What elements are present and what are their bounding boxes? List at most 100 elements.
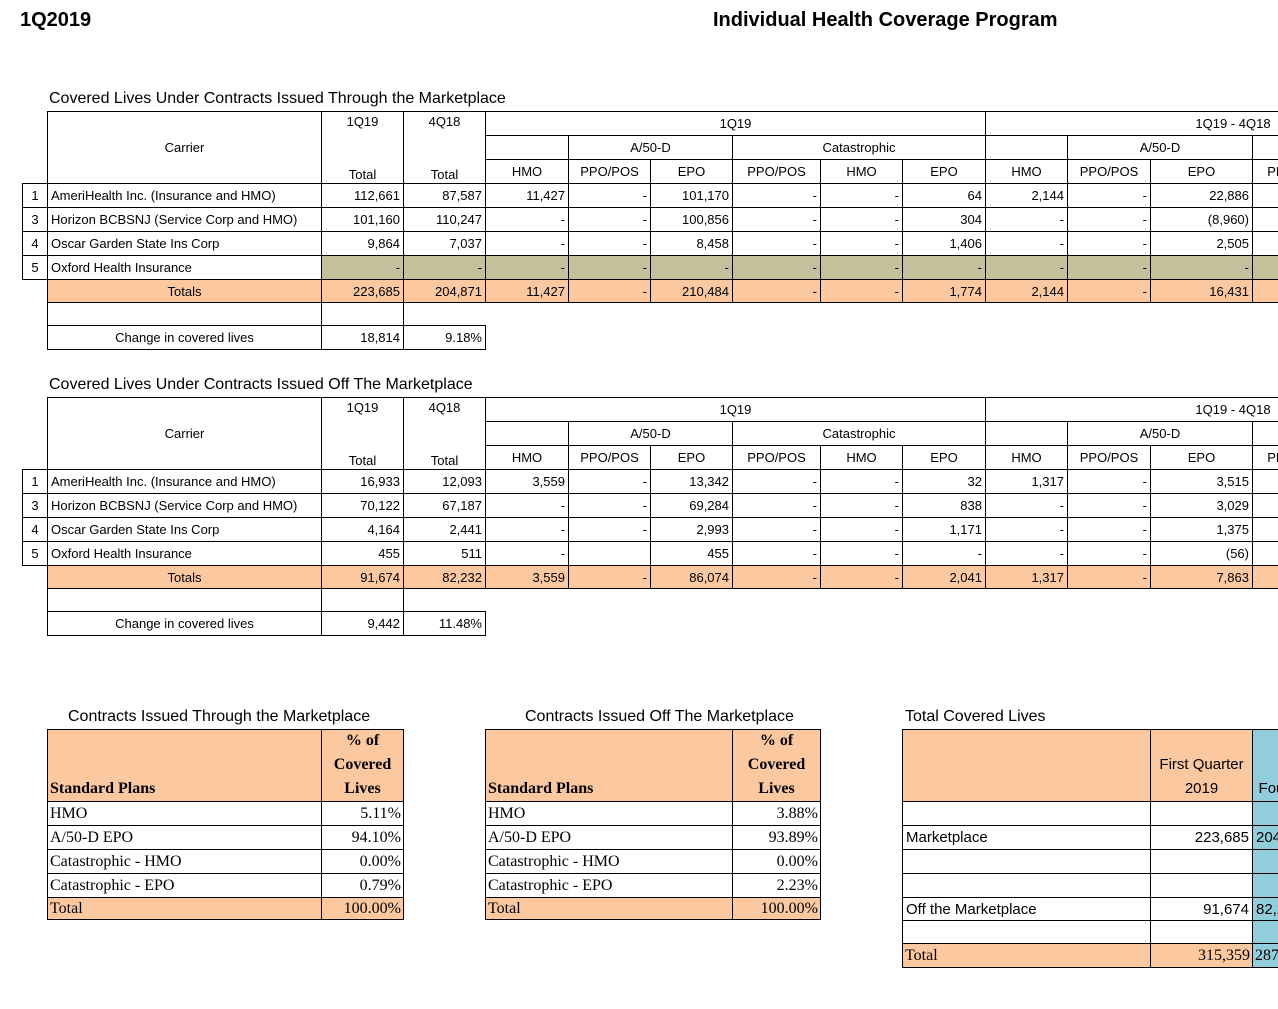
value-cell: 3,515 <box>1150 469 1253 494</box>
plan-header: EPO <box>650 159 733 184</box>
row-value-text: 223,685 <box>1194 829 1249 846</box>
value-cell-text: - <box>812 212 817 227</box>
plan-header: HMO <box>985 445 1068 470</box>
value-cell-text: 12,093 <box>442 474 482 489</box>
current-header-text: 1Q19 <box>346 400 379 415</box>
plan-header: EPO <box>902 445 986 470</box>
prior-header-text: Total <box>430 453 459 468</box>
value-cell-text: 101,170 <box>682 188 729 203</box>
total-cell-text: - <box>1142 569 1147 585</box>
value-cell-text: 2,993 <box>696 522 729 537</box>
blank-cell <box>1150 920 1253 944</box>
value-cell: - <box>820 517 903 542</box>
value-cell-text: 1,406 <box>949 236 982 251</box>
row-value: 91,674 <box>1150 897 1253 921</box>
row-value-text: 91,674 <box>1203 900 1249 918</box>
carrier-name: Oscar Garden State Ins Corp <box>47 231 322 256</box>
plan-header-text: PPO/POS <box>747 164 806 179</box>
value-cell-text: 101,160 <box>353 212 400 227</box>
carrier-name: Oxford Health Insurance <box>47 541 322 566</box>
value-cell: - <box>485 517 569 542</box>
change-value: 9,442 <box>321 611 404 636</box>
value-cell: 1,171 <box>902 517 986 542</box>
value-cell-text: 4,164 <box>367 522 400 537</box>
value-cell: - <box>1067 541 1151 566</box>
subgroup-header-text: Catastrophic <box>822 140 896 155</box>
group-header: 1Q19 <box>485 111 986 136</box>
value-cell: 69,284 <box>650 493 733 518</box>
change-value-text: 18,814 <box>360 330 400 345</box>
plan-share: 0.00% <box>321 849 404 874</box>
plan-header: PPO/POS <box>1252 445 1278 470</box>
header-cell-text: % of Covered Lives <box>747 732 806 797</box>
total-cell: 204,871 <box>403 279 486 303</box>
subgroup-blank <box>485 135 569 160</box>
row-number-text: 4 <box>31 522 39 537</box>
row-number: 1 <box>22 183 48 208</box>
plan-name: Catastrophic - HMO <box>485 849 733 874</box>
value-cell: 4,164 <box>321 517 404 542</box>
value-cell: - <box>820 493 903 518</box>
plan-share: 3.88% <box>732 801 821 826</box>
total-cell-text: 204,871 <box>435 283 482 299</box>
total-cell: - <box>820 565 903 589</box>
header-cell: % of Covered Lives <box>732 729 821 802</box>
plan-header: EPO <box>650 445 733 470</box>
plan-name: Catastrophic - HMO <box>47 849 322 874</box>
value-cell-text: 3,515 <box>1216 474 1249 489</box>
section-title: Covered Lives Under Contracts Issued Thr… <box>49 90 506 107</box>
total-cell-text: 223,685 <box>353 283 400 299</box>
value-cell-text: - <box>642 498 647 513</box>
plan-header-text: HMO <box>511 450 543 465</box>
value-cell-text: 13,342 <box>689 474 729 489</box>
value-cell-text: - <box>642 474 647 489</box>
value-cell-text: 64 <box>967 188 982 203</box>
period: 1Q2019 <box>20 9 92 31</box>
change-value: 11.48% <box>403 611 486 636</box>
value-cell: 511 <box>403 541 486 566</box>
value-cell: - <box>732 493 821 518</box>
value-cell: - <box>985 493 1068 518</box>
plan-header: EPO <box>1150 159 1253 184</box>
row-value-text: 82,232 <box>1256 900 1278 918</box>
plan-header-text: EPO <box>1187 450 1216 465</box>
plan-share: 0.00% <box>732 849 821 874</box>
value-cell: - <box>568 493 651 518</box>
value-cell-text: - <box>1142 236 1147 251</box>
total-cell-text: 82,232 <box>442 569 482 585</box>
value-cell: 3,559 <box>485 469 569 494</box>
carrier-name-text: Oscar Garden State Ins Corp <box>51 522 220 537</box>
value-cell-text: - <box>812 498 817 513</box>
value-cell-text: - <box>560 260 565 275</box>
total-label: Total <box>47 897 322 920</box>
value-cell: - <box>732 469 821 494</box>
value-cell-text: 11,427 <box>526 188 565 203</box>
total-cell-text: - <box>812 569 817 585</box>
value-cell-text: 3,029 <box>1216 498 1249 513</box>
value-cell <box>1252 517 1278 542</box>
plan-share-text: 0.00% <box>776 852 818 870</box>
value-cell-text: - <box>894 522 899 537</box>
value-cell: - <box>732 255 821 280</box>
value-cell-text: - <box>894 188 899 203</box>
value-cell: 11,427 <box>485 183 569 208</box>
value-cell: - <box>1067 493 1151 518</box>
blank-cell <box>1252 873 1278 898</box>
value-cell-text: - <box>977 546 982 561</box>
change-value-text: 9.18% <box>445 330 482 345</box>
value-cell-text: - <box>642 188 647 203</box>
total-cell-text: - <box>812 283 817 299</box>
row-label-text: Off the Marketplace <box>906 900 1037 918</box>
value-cell: - <box>1067 231 1151 256</box>
carrier-header: Carrier <box>47 397 322 470</box>
prior-header-text: Total <box>430 167 459 182</box>
plan-name-text: Catastrophic - HMO <box>488 852 620 870</box>
row-number: 1 <box>22 469 48 494</box>
total-cell-text: 16,431 <box>1209 283 1249 299</box>
header-cell: Fourth Quarter 2018 <box>1252 729 1278 802</box>
subgroup-header: A/50-D <box>568 135 733 160</box>
plan-name: HMO <box>47 801 322 826</box>
plan-header-text: EPO <box>930 164 958 179</box>
value-cell-text: - <box>1142 546 1147 561</box>
value-cell: - <box>568 469 651 494</box>
